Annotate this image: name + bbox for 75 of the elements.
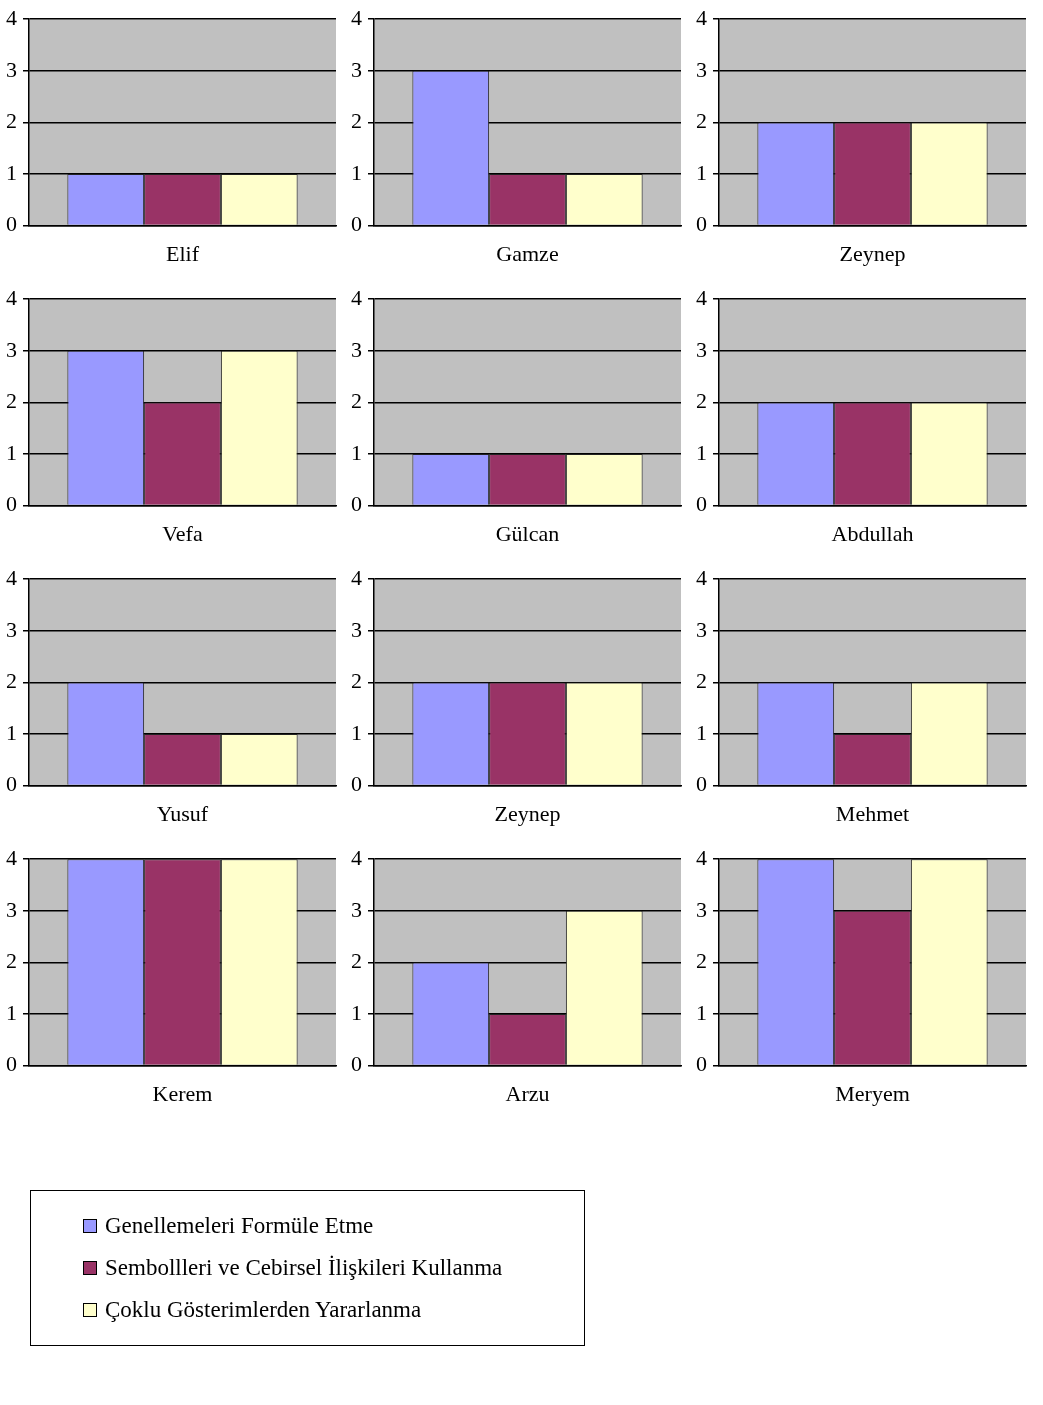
y-tick-label: 3 (351, 56, 362, 82)
x-axis-title: Yusuf (156, 800, 209, 826)
x-axis-title: Meryem (835, 1080, 910, 1106)
y-tick-label: 1 (6, 159, 17, 185)
y-tick-label: 1 (696, 999, 707, 1025)
y-tick-label: 0 (6, 771, 17, 797)
y-tick-label: 0 (351, 771, 362, 797)
y-tick-label: 1 (351, 439, 362, 465)
y-tick-label: 3 (6, 896, 17, 922)
legend-label: Sembollleri ve Cebirsel İlişkileri Kullanma (105, 1255, 503, 1281)
y-tick-label: 0 (6, 211, 17, 237)
x-axis-title: Arzu (505, 1080, 550, 1106)
y-tick-label: 2 (351, 388, 362, 414)
y-tick-label: 3 (351, 616, 362, 642)
y-tick-label: 3 (351, 896, 362, 922)
x-axis-title: Kerem (152, 1080, 213, 1106)
y-tick-label: 2 (6, 948, 17, 974)
y-tick-label: 4 (696, 844, 707, 870)
y-tick-label: 4 (696, 284, 707, 310)
y-tick-label: 3 (351, 336, 362, 362)
y-tick-label: 3 (6, 336, 17, 362)
x-axis-title: Mehmet (835, 800, 910, 826)
y-tick-label: 2 (6, 388, 17, 414)
y-tick-label: 4 (351, 844, 362, 870)
y-tick-label: 2 (6, 108, 17, 134)
y-tick-label: 4 (351, 4, 362, 30)
y-tick-label: 2 (351, 108, 362, 134)
y-tick-label: 4 (6, 564, 17, 590)
y-tick-label: 1 (351, 159, 362, 185)
y-tick-label: 3 (696, 56, 707, 82)
y-tick-label: 0 (696, 771, 707, 797)
y-tick-label: 0 (351, 1051, 362, 1077)
x-axis-title: Abdullah (831, 520, 914, 546)
y-tick-label: 3 (696, 896, 707, 922)
y-tick-label: 1 (351, 719, 362, 745)
y-tick-label: 0 (351, 491, 362, 517)
y-tick-label: 1 (6, 719, 17, 745)
x-axis-title: Gamze (496, 240, 559, 266)
y-tick-label: 1 (696, 439, 707, 465)
y-tick-label: 1 (351, 999, 362, 1025)
x-axis-title: Vefa (162, 520, 203, 546)
y-tick-label: 4 (696, 4, 707, 30)
y-tick-label: 2 (6, 668, 17, 694)
x-axis-title: Zeynep (494, 800, 561, 826)
y-tick-label: 4 (696, 564, 707, 590)
y-tick-label: 4 (6, 844, 17, 870)
y-tick-label: 0 (6, 491, 17, 517)
x-axis-title: Elif (166, 240, 200, 266)
y-tick-label: 3 (6, 616, 17, 642)
y-tick-label: 0 (351, 211, 362, 237)
y-tick-label: 3 (696, 336, 707, 362)
y-tick-label: 0 (6, 1051, 17, 1077)
y-tick-label: 2 (351, 948, 362, 974)
legend-label: Çoklu Gösterimlerden Yararlanma (105, 1297, 422, 1323)
y-tick-label: 4 (6, 284, 17, 310)
y-tick-label: 1 (6, 999, 17, 1025)
y-tick-label: 4 (351, 284, 362, 310)
y-tick-label: 2 (696, 668, 707, 694)
y-tick-label: 2 (696, 948, 707, 974)
y-tick-label: 3 (696, 616, 707, 642)
y-tick-label: 1 (696, 719, 707, 745)
y-tick-label: 2 (696, 108, 707, 134)
y-tick-label: 3 (6, 56, 17, 82)
y-tick-label: 2 (351, 668, 362, 694)
y-tick-label: 4 (351, 564, 362, 590)
y-tick-label: 4 (6, 4, 17, 30)
y-tick-label: 0 (696, 491, 707, 517)
y-tick-label: 0 (696, 1051, 707, 1077)
y-tick-label: 1 (696, 159, 707, 185)
x-axis-title: Gülcan (495, 520, 560, 546)
y-tick-label: 0 (696, 211, 707, 237)
x-axis-title: Zeynep (839, 240, 906, 266)
y-tick-label: 1 (6, 439, 17, 465)
legend-label: Genellemeleri Formüle Etme (105, 1213, 374, 1239)
y-tick-label: 2 (696, 388, 707, 414)
